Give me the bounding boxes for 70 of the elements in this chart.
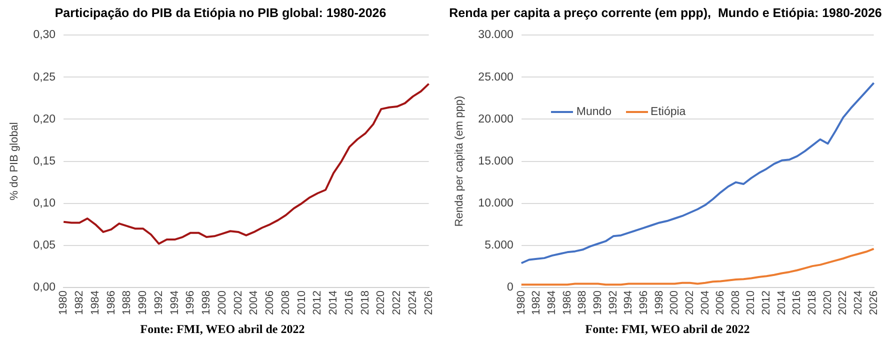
x-tick-label: 2010 [296,290,308,316]
y-tick-label: 0 [506,282,514,294]
x-tick-label: 1984 [89,290,102,316]
x-tick-label: 1990 [592,290,604,316]
x-tick-label: 2014 [328,290,340,316]
x-tick-label: 2024 [406,290,419,316]
y-tick-label: 0,05 [33,240,56,252]
x-tick-label: 1982 [530,290,543,316]
x-tick-label: 2016 [343,290,356,316]
y-tick-label: 0,25 [33,71,56,84]
y-tick-label: 0,30 [33,29,56,42]
x-tick-label: 2008 [280,290,292,316]
x-tick-label: 2018 [359,290,372,316]
x-tick-label: 1984 [546,290,558,316]
x-tick-label: 1980 [515,290,528,316]
legend-label: Mundo [576,106,612,118]
x-tick-label: 2004 [248,290,260,316]
source-note: Fonte: FMI, WEO abril de 2022 [139,322,306,337]
x-tick-label: 2004 [699,290,712,316]
x-tick-label: 1996 [638,290,650,316]
y-tick-label: 15.000 [478,155,514,168]
x-tick-label: 1982 [73,290,86,316]
x-tick-label: 2012 [312,290,324,316]
x-tick-label: 2026 [422,290,435,316]
y-tick-label: 30.000 [478,29,514,42]
x-tick-label: 2018 [806,290,819,316]
y-axis-title: Renda per capita (em ppp) [454,96,466,227]
x-tick-label: 1996 [184,290,197,316]
chart-title: Participação do PIB da Etiópia no PIB global: 1980-2026 [54,6,386,20]
x-tick-label: 1994 [622,290,635,316]
x-tick-label: 2016 [791,290,804,316]
x-tick-label: 2022 [391,290,404,316]
x-tick-label: 2026 [868,290,880,316]
x-tick-label: 2020 [822,290,834,316]
legend-label: Etiópia [650,106,686,118]
x-tick-label: 2012 [760,290,773,316]
chart-title: Renda per capita a preço corrente (em ppp), Mundo e Etiópia: 1980-2026 [449,6,882,20]
y-tick-label: 10.000 [478,198,514,210]
y-tick-label: 25.000 [478,71,514,84]
source-note: Fonte: FMI, WEO abril de 2022 [584,322,751,337]
x-tick-label: 2002 [684,290,696,316]
x-tick-label: 1998 [653,290,666,316]
x-tick-label: 1998 [200,290,213,316]
y-tick-label: 5.000 [484,240,514,252]
x-tick-label: 1988 [576,290,589,316]
x-tick-label: 1992 [607,290,620,316]
x-tick-label: 2014 [776,290,788,316]
y-tick-label: 0,10 [33,198,56,210]
x-tick-label: 2002 [232,290,244,316]
x-tick-label: 2008 [730,290,742,316]
x-tick-label: 2006 [264,290,276,316]
x-tick-label: 1986 [105,290,118,316]
x-tick-label: 2010 [745,290,758,316]
y-tick-label: 0,20 [33,113,56,126]
x-tick-label: 1994 [168,290,181,316]
x-tick-label: 2000 [216,290,228,316]
x-tick-label: 1980 [58,290,70,316]
y-tick-label: 0,00 [33,282,56,294]
x-tick-label: 1988 [121,290,134,316]
y-tick-label: 20.000 [478,113,514,126]
x-tick-label: 2024 [852,290,865,316]
x-tick-label: 1990 [137,290,150,316]
x-tick-label: 2006 [714,290,727,316]
x-tick-label: 1992 [152,290,165,316]
y-tick-label: 0,15 [33,155,56,168]
x-tick-label: 2020 [375,290,388,316]
x-tick-label: 2022 [837,290,850,316]
x-tick-label: 2000 [668,290,681,316]
y-axis-title: % do PIB global [8,122,21,200]
x-tick-label: 1986 [561,290,574,316]
